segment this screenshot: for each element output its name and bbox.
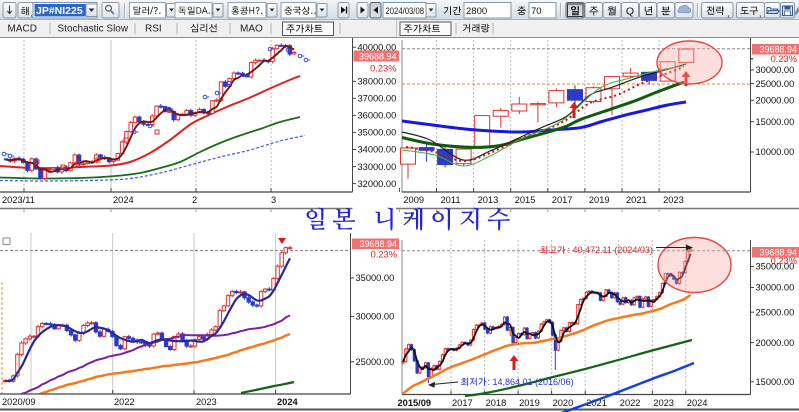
svg-text:,: ,: [759, 9, 762, 19]
svg-text:15000.00: 15000.00: [756, 117, 795, 127]
svg-text:2019: 2019: [519, 398, 540, 408]
svg-text:0.23%: 0.23%: [771, 256, 797, 266]
svg-text:25000.00: 25000.00: [756, 307, 795, 317]
svg-text:30000.00: 30000.00: [756, 283, 795, 293]
svg-text:2015: 2015: [515, 195, 536, 205]
svg-text:34000.00: 34000.00: [358, 145, 397, 155]
svg-text:39688.94: 39688.94: [359, 52, 397, 62]
svg-text:39688.94: 39688.94: [759, 45, 797, 55]
svg-text:2023: 2023: [653, 398, 674, 408]
svg-text:2017: 2017: [552, 195, 573, 205]
svg-text:38000.00: 38000.00: [358, 77, 397, 87]
svg-text:RSI: RSI: [145, 24, 162, 35]
svg-text:2021: 2021: [626, 195, 647, 205]
svg-text:20000.00: 20000.00: [756, 338, 795, 348]
svg-text:2019: 2019: [589, 195, 610, 205]
svg-text:2800: 2800: [466, 6, 487, 17]
svg-text:2024/03/08: 2024/03/08: [386, 6, 425, 16]
svg-text:33000.00: 33000.00: [358, 162, 397, 172]
svg-text:35000.00: 35000.00: [356, 273, 395, 283]
svg-text:2015/09: 2015/09: [398, 398, 432, 408]
svg-text:2024: 2024: [113, 195, 134, 205]
svg-text:2024: 2024: [687, 398, 708, 408]
svg-text:2020/09: 2020/09: [2, 397, 36, 407]
svg-text:35000.00: 35000.00: [358, 128, 397, 138]
svg-text:39688.94: 39688.94: [359, 239, 397, 249]
svg-text:0.23%: 0.23%: [370, 64, 396, 74]
svg-text:,: ,: [31, 8, 33, 18]
svg-text:35000.00: 35000.00: [756, 262, 795, 272]
svg-text:20000.00: 20000.00: [756, 96, 795, 106]
svg-text:2020: 2020: [553, 398, 574, 408]
svg-text:MAO: MAO: [240, 24, 263, 35]
svg-text:0.23%: 0.23%: [371, 250, 397, 260]
svg-text:2: 2: [192, 195, 197, 205]
svg-text:3: 3: [271, 195, 276, 205]
svg-text:39688.94: 39688.94: [759, 248, 797, 258]
svg-text:2017: 2017: [452, 398, 473, 408]
svg-text:10000.00: 10000.00: [756, 147, 795, 157]
svg-text:25000.00: 25000.00: [356, 357, 395, 367]
svg-text:2013: 2013: [478, 195, 499, 205]
svg-text:Q: Q: [626, 6, 634, 18]
svg-text:2009: 2009: [403, 195, 424, 205]
svg-text:: 14,864.01 (2016/06): : 14,864.01 (2016/06): [488, 377, 574, 387]
svg-text:MACD: MACD: [8, 24, 37, 35]
svg-text:70: 70: [531, 6, 542, 17]
svg-text:15000.00: 15000.00: [756, 377, 795, 387]
svg-text:0.23%: 0.23%: [771, 54, 797, 64]
svg-text:2022: 2022: [620, 398, 641, 408]
svg-text:25000.00: 25000.00: [756, 79, 795, 89]
svg-text:: 40,472.11 (2024/03): : 40,472.11 (2024/03): [568, 245, 653, 255]
svg-text:2021: 2021: [586, 398, 607, 408]
svg-text:2022: 2022: [114, 397, 135, 407]
svg-text:40000.00: 40000.00: [358, 42, 397, 52]
svg-text:2023: 2023: [196, 397, 217, 407]
svg-text:36000.00: 36000.00: [358, 111, 397, 121]
svg-text:,: ,: [727, 9, 730, 19]
svg-text:30000.00: 30000.00: [356, 312, 395, 322]
svg-text:32000.00: 32000.00: [358, 179, 397, 189]
svg-text:2023/11: 2023/11: [2, 195, 35, 205]
svg-text:37000.00: 37000.00: [358, 94, 397, 104]
svg-text:2011: 2011: [441, 195, 461, 205]
svg-text:2023: 2023: [663, 195, 684, 205]
svg-text:Stochastic Slow: Stochastic Slow: [58, 24, 129, 35]
svg-text:2018: 2018: [486, 398, 507, 408]
svg-text:JP#NI225: JP#NI225: [36, 5, 83, 17]
svg-text:30000.00: 30000.00: [756, 65, 795, 75]
svg-text:2024: 2024: [277, 397, 299, 407]
